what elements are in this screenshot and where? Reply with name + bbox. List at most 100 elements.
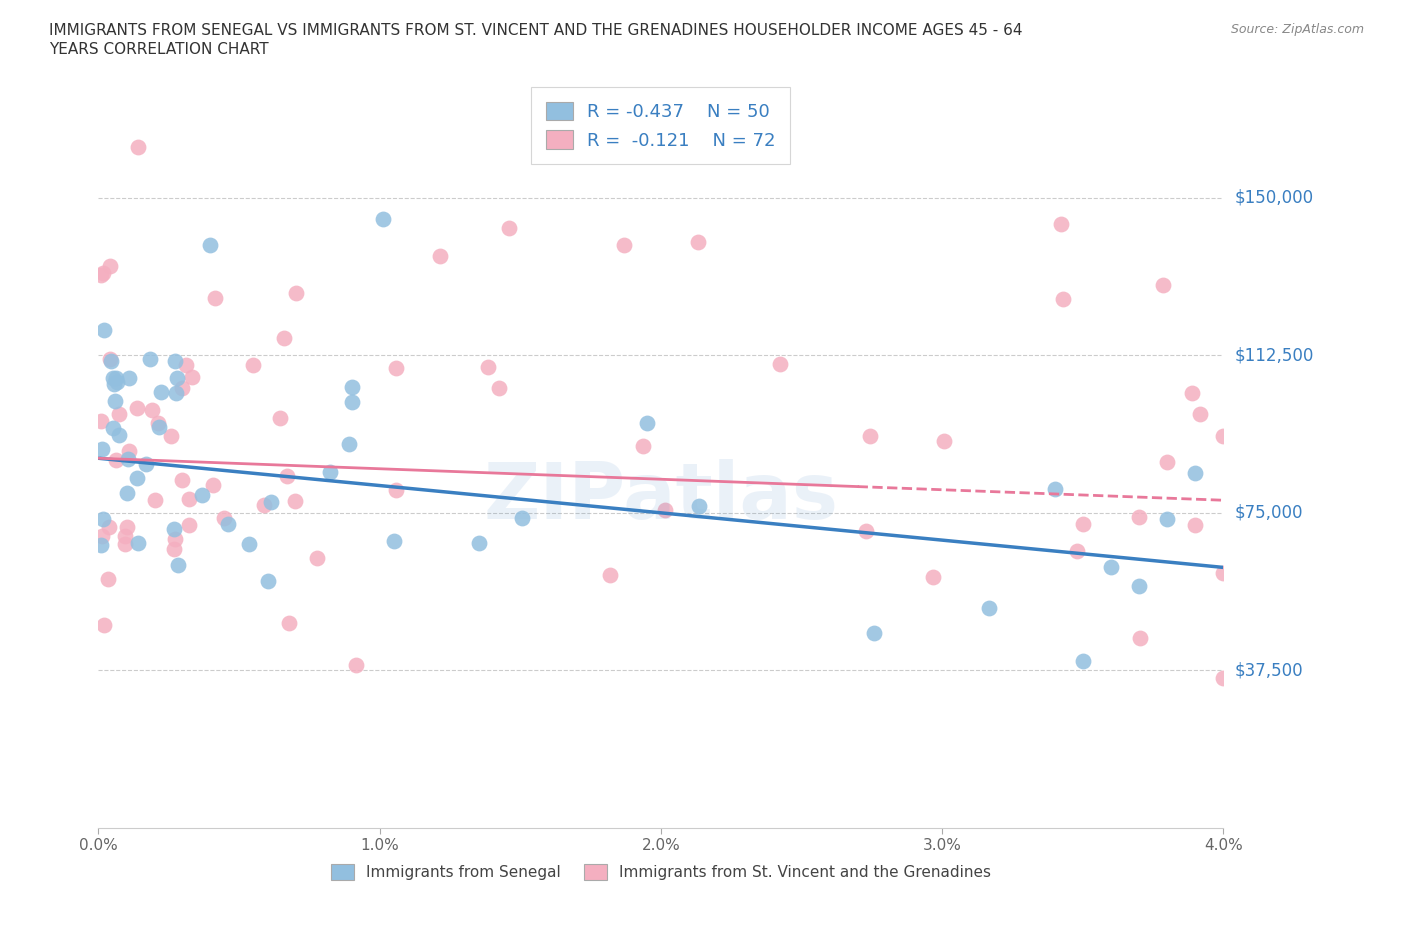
Point [93,323,115,338]
Point [384,483,406,498]
Point [1043,482,1066,497]
Point [654,502,676,517]
Point [117,452,139,467]
Point [135,456,157,471]
Point [98,352,121,366]
Point [148,419,170,434]
Point [93,618,115,632]
Point [139,352,162,366]
Point [260,494,283,509]
Point [91,442,114,457]
Point [91,266,114,281]
Point [114,537,136,551]
Point [96,571,118,586]
Point [429,249,451,264]
Point [90,267,112,282]
Point [127,400,149,415]
Point [101,370,124,385]
Point [342,380,364,395]
Point [163,541,186,556]
Point [104,370,127,385]
Point [863,626,886,641]
Point [613,237,636,252]
Point [98,259,121,273]
Point [90,538,112,552]
Point [114,528,136,543]
Point [269,410,291,425]
Point [1212,565,1234,580]
Point [855,524,877,538]
Text: $150,000: $150,000 [1234,189,1313,207]
Point [344,658,367,672]
Point [253,498,276,512]
Point [1066,543,1088,558]
Legend: Immigrants from Senegal, Immigrants from St. Vincent and the Grenadines: Immigrants from Senegal, Immigrants from… [325,858,997,886]
Point [1049,217,1071,232]
Point [273,330,295,345]
Point [117,444,139,458]
Point [98,519,121,534]
Point [165,531,187,546]
Text: YEARS CORRELATION CHART: YEARS CORRELATION CHART [49,42,269,57]
Point [177,518,200,533]
Point [318,465,340,480]
Point [686,234,709,249]
Point [166,370,188,385]
Point [141,402,163,417]
Point [105,374,128,389]
Point [1184,517,1206,532]
Point [510,511,533,525]
Point [143,493,166,508]
Point [217,517,239,532]
Point [599,567,621,582]
Point [637,416,659,431]
Point [90,414,112,429]
Text: $112,500: $112,500 [1234,346,1313,365]
Point [167,558,190,573]
Point [204,291,226,306]
Text: $37,500: $37,500 [1234,661,1303,679]
Point [170,472,193,487]
Point [932,434,955,449]
Point [101,420,124,435]
Point [922,569,945,584]
Point [118,371,141,386]
Point [117,485,139,500]
Point [163,522,186,537]
Point [125,471,148,485]
Point [1071,516,1094,531]
Point [93,512,115,527]
Point [859,429,882,444]
Point [337,437,360,452]
Point [172,380,194,395]
Point [165,353,187,368]
Point [165,385,187,400]
Point [688,498,710,513]
Point [1129,631,1152,645]
Point [91,528,114,543]
Point [257,573,280,588]
Text: ZIPatlas: ZIPatlas [484,459,838,535]
Point [1156,455,1178,470]
Point [181,370,204,385]
Point [305,551,328,565]
Point [146,416,169,431]
Point [103,377,125,392]
Point [631,439,654,454]
Point [498,220,520,235]
Point [108,407,131,422]
Text: Source: ZipAtlas.com: Source: ZipAtlas.com [1230,23,1364,36]
Point [488,380,510,395]
Point [468,536,491,551]
Point [191,487,214,502]
Point [1128,579,1150,594]
Point [174,357,197,372]
Point [477,359,499,374]
Point [284,493,307,508]
Point [160,429,183,444]
Point [179,491,201,506]
Point [202,477,225,492]
Point [1052,291,1074,306]
Point [1212,429,1234,444]
Point [1184,465,1206,480]
